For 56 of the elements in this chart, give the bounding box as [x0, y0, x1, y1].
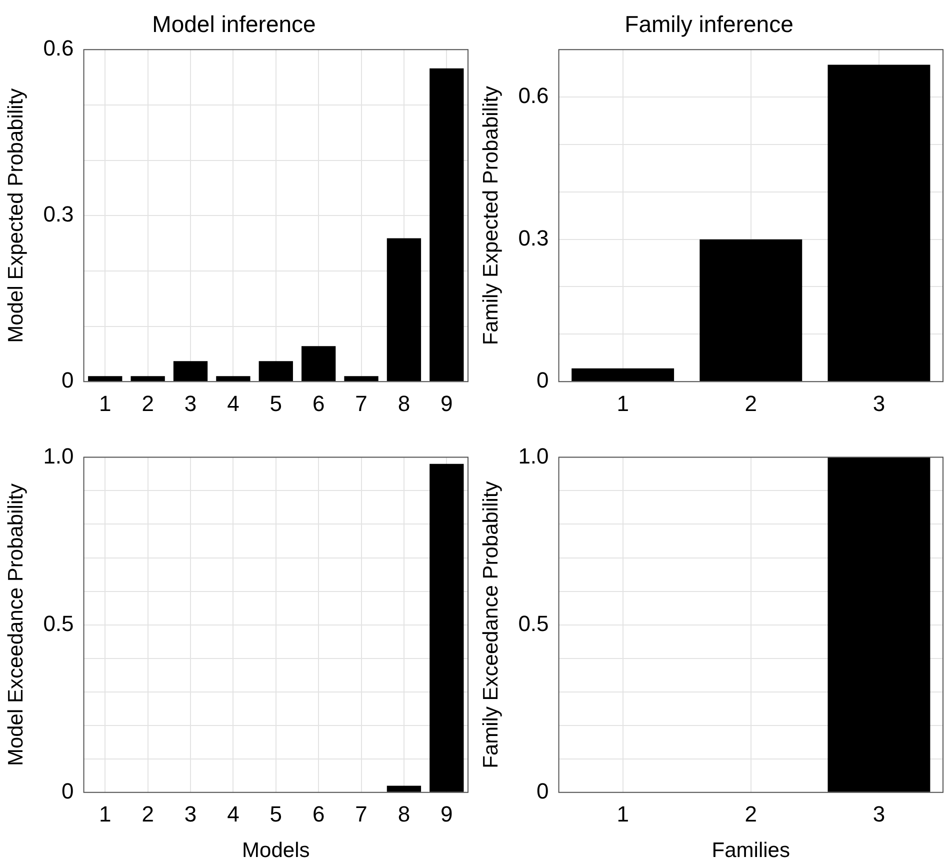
bar — [700, 239, 802, 382]
x-tick-label: 1 — [616, 802, 629, 827]
x-tick-label: 2 — [744, 390, 758, 416]
y-axis-title: Family Exceedance Probability — [479, 480, 502, 768]
x-axis-title: Families — [712, 839, 790, 862]
x-axis-title: Models — [242, 839, 310, 862]
x-tick-label: 3 — [184, 390, 197, 416]
x-tick-label: 4 — [227, 390, 240, 416]
x-tick-label: 8 — [398, 390, 410, 416]
bar — [386, 238, 422, 382]
bar — [430, 68, 464, 382]
x-tick-label: 2 — [142, 802, 154, 827]
x-tick-label: 3 — [872, 390, 886, 416]
y-tick-label: 0.6 — [43, 36, 74, 61]
x-tick-label: 8 — [398, 802, 410, 827]
y-tick-label: 1.0 — [518, 443, 549, 468]
bar — [88, 376, 122, 382]
bar — [828, 64, 930, 382]
y-tick-label: 0.3 — [43, 202, 74, 227]
bar — [130, 376, 165, 382]
y-tick-label: 0.5 — [43, 610, 74, 636]
x-tick-label: 6 — [312, 390, 325, 416]
x-tick-label: 5 — [270, 390, 282, 416]
x-tick-label: 5 — [270, 802, 282, 827]
bar — [344, 376, 378, 382]
y-tick-label: 0 — [536, 368, 549, 393]
x-tick-label: 3 — [872, 802, 886, 827]
y-axis-title: Model Expected Probability — [4, 88, 28, 343]
x-tick-label: 1 — [616, 390, 629, 416]
bar — [258, 361, 293, 382]
y-tick-label: 0 — [536, 778, 549, 804]
y-axis-title: Model Exceedance Probability — [4, 483, 28, 766]
x-tick-label: 9 — [440, 390, 453, 416]
x-tick-label: 7 — [355, 802, 368, 827]
x-tick-label: 1 — [99, 802, 112, 827]
x-tick-label: 7 — [355, 390, 368, 416]
y-tick-label: 1.0 — [43, 443, 74, 468]
x-tick-label: 6 — [312, 802, 325, 827]
x-tick-label: 9 — [440, 802, 453, 827]
bar — [173, 361, 208, 382]
y-tick-label: 0.5 — [518, 610, 549, 636]
y-tick-label: 0 — [62, 368, 74, 393]
x-tick-label: 2 — [142, 390, 154, 416]
y-axis-title: Family Expected Probability — [479, 86, 502, 346]
x-tick-label: 2 — [744, 802, 758, 827]
x-tick-label: 4 — [227, 802, 240, 827]
y-tick-label: 0.3 — [518, 225, 549, 250]
bar — [302, 346, 336, 382]
bar — [216, 376, 250, 382]
y-tick-label: 0.6 — [518, 83, 549, 108]
chart-title: Family inference — [624, 11, 794, 38]
y-tick-label: 0 — [62, 778, 74, 804]
chart-title: Model inference — [152, 11, 316, 38]
x-tick-label: 1 — [99, 390, 112, 416]
bar — [572, 368, 674, 382]
x-tick-label: 3 — [184, 802, 197, 827]
